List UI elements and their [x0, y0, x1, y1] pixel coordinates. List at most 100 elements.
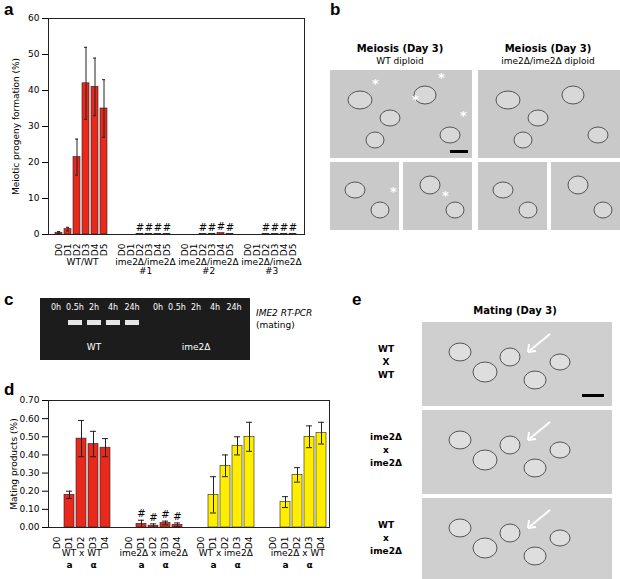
svg-text:#: #	[149, 512, 157, 523]
svg-text:WT: WT	[378, 344, 395, 354]
svg-text:a: a	[66, 560, 72, 570]
svg-text:D2: D2	[71, 243, 82, 257]
svg-text:ime2Δ x ime2Δ: ime2Δ x ime2Δ	[120, 548, 189, 558]
svg-text:D0: D0	[53, 243, 64, 257]
svg-text:#: #	[145, 222, 153, 233]
svg-text:Mating (Day 3): Mating (Day 3)	[473, 305, 557, 316]
svg-text:#: #	[280, 222, 288, 233]
svg-text:*: *	[372, 76, 379, 91]
svg-text:0.20: 0.20	[19, 486, 39, 496]
svg-text:0: 0	[34, 229, 40, 239]
svg-text:4h: 4h	[210, 303, 220, 312]
svg-text:#: #	[154, 222, 162, 233]
svg-text:D5: D5	[225, 244, 235, 257]
svg-text:0.5h: 0.5h	[66, 303, 84, 312]
svg-text:WT/WT: WT/WT	[67, 257, 99, 267]
svg-text:#: #	[208, 222, 216, 233]
svg-text:*: *	[438, 70, 445, 85]
svg-text:30: 30	[28, 121, 40, 131]
svg-text:#: #	[163, 222, 171, 233]
svg-text:D4: D4	[152, 243, 163, 257]
svg-text:IME2 RT-PCR: IME2 RT-PCR	[256, 308, 312, 318]
svg-text:ime2Δ/ime2Δ#1: ime2Δ/ime2Δ#1	[115, 257, 176, 276]
svg-text:D3: D3	[143, 243, 154, 257]
svg-text:0.40: 0.40	[19, 450, 39, 460]
svg-text:60: 60	[28, 13, 40, 23]
svg-text:4h: 4h	[108, 303, 118, 312]
svg-text:WT diploid: WT diploid	[376, 56, 423, 66]
svg-text:0.00: 0.00	[19, 522, 39, 532]
svg-text:0.70: 0.70	[19, 395, 39, 405]
svg-text:#: #	[217, 221, 225, 232]
svg-text:50: 50	[28, 49, 40, 59]
svg-text:0.60: 0.60	[19, 414, 39, 424]
svg-text:24h: 24h	[124, 303, 139, 312]
svg-text:α: α	[162, 560, 168, 570]
svg-text:0.10: 0.10	[19, 504, 39, 514]
svg-text:#: #	[161, 509, 169, 520]
svg-text:D1: D1	[125, 243, 136, 257]
svg-text:ime2Δ: ime2Δ	[370, 432, 402, 442]
svg-text:Meiosis (Day 3): Meiosis (Day 3)	[357, 43, 444, 54]
svg-text:Mating products (%): Mating products (%)	[9, 418, 19, 509]
svg-text:*: *	[412, 92, 419, 107]
svg-text:ime2Δ/ime2Δ#3: ime2Δ/ime2Δ#3	[241, 257, 302, 276]
svg-text:20: 20	[28, 157, 40, 167]
svg-text:(mating): (mating)	[256, 320, 295, 330]
svg-text:0h: 0h	[153, 303, 163, 312]
svg-text:a: a	[210, 560, 216, 570]
svg-text:D2: D2	[134, 243, 145, 257]
svg-text:ime2Δ: ime2Δ	[370, 458, 402, 468]
svg-text:#: #	[136, 222, 144, 233]
svg-text:a: a	[138, 560, 144, 570]
svg-text:*: *	[442, 188, 449, 203]
svg-text:α: α	[234, 560, 240, 570]
svg-text:#: #	[137, 508, 145, 519]
svg-text:WT: WT	[378, 520, 395, 530]
svg-text:D5: D5	[288, 244, 298, 257]
svg-text:2h: 2h	[191, 303, 201, 312]
svg-text:40: 40	[28, 85, 40, 95]
svg-text:*: *	[460, 108, 467, 123]
svg-text:#: #	[226, 222, 234, 233]
svg-text:#: #	[271, 222, 279, 233]
svg-text:D3: D3	[80, 243, 91, 257]
svg-text:*: *	[390, 184, 397, 199]
svg-text:WT: WT	[378, 370, 395, 380]
svg-text:D4: D4	[100, 536, 110, 549]
svg-text:0.5h: 0.5h	[168, 303, 186, 312]
svg-text:D0: D0	[179, 243, 190, 257]
svg-text:ime2Δ x WT: ime2Δ x WT	[271, 548, 326, 558]
svg-text:x: x	[383, 445, 389, 455]
svg-text:Meiosis (Day 3): Meiosis (Day 3)	[505, 43, 592, 54]
svg-text:WT x WT: WT x WT	[62, 548, 102, 558]
svg-text:x: x	[383, 533, 389, 543]
svg-text:D4: D4	[89, 243, 100, 257]
svg-text:0.30: 0.30	[19, 468, 39, 478]
svg-text:D1: D1	[62, 243, 73, 257]
svg-text:24h: 24h	[226, 303, 241, 312]
svg-text:#: #	[289, 222, 297, 233]
svg-text:10: 10	[28, 193, 40, 203]
svg-text:ime2Δ: ime2Δ	[370, 546, 402, 556]
svg-text:D5: D5	[99, 244, 109, 257]
svg-text:α: α	[306, 560, 312, 570]
svg-text:ime2Δ/ime2Δ diploid: ime2Δ/ime2Δ diploid	[501, 56, 594, 66]
svg-text:a: a	[282, 560, 288, 570]
svg-text:#: #	[173, 511, 181, 522]
svg-text:WT x ime2Δ: WT x ime2Δ	[199, 548, 254, 558]
svg-text:D5: D5	[162, 244, 172, 257]
svg-text:0h: 0h	[51, 303, 61, 312]
svg-text:ime2Δ/ime2Δ#2: ime2Δ/ime2Δ#2	[178, 257, 239, 276]
svg-text:X: X	[383, 357, 390, 367]
svg-text:Meiotic progeny formation (%): Meiotic progeny formation (%)	[11, 58, 21, 195]
svg-text:D0: D0	[116, 243, 127, 257]
svg-text:0.50: 0.50	[19, 432, 39, 442]
svg-text:#: #	[262, 222, 270, 233]
svg-text:WT: WT	[87, 342, 102, 352]
svg-text:#: #	[199, 222, 207, 233]
svg-text:α: α	[90, 560, 96, 570]
svg-text:D1: D1	[188, 243, 199, 257]
svg-text:2h: 2h	[89, 303, 99, 312]
svg-text:ime2Δ: ime2Δ	[182, 342, 212, 352]
